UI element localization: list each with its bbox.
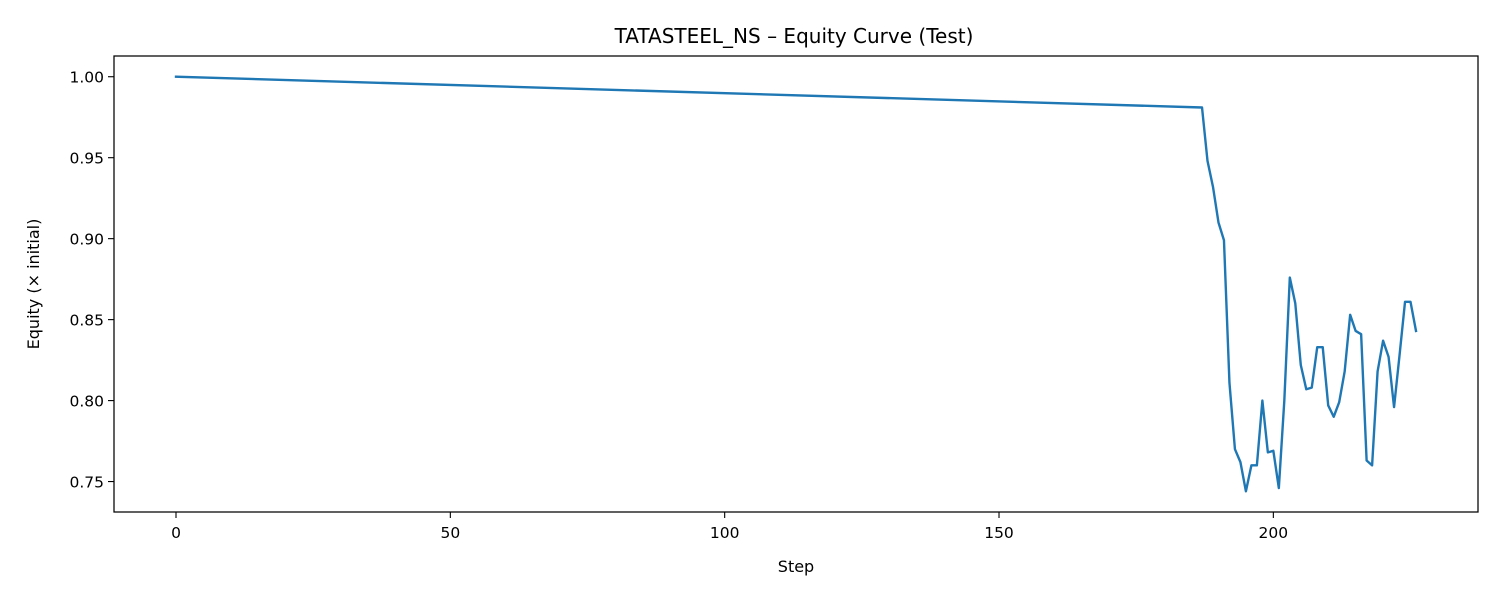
y-tick-label: 1.00 [69,69,104,87]
y-axis-label: Equity (× initial) [24,219,43,350]
plot-area [113,55,1479,513]
x-tick-label: 0 [171,524,181,542]
x-axis-label: Step [778,557,814,576]
equity-series-line [174,75,1418,493]
x-tick-label: 200 [1259,524,1289,542]
y-tick-label: 0.95 [69,150,104,168]
y-tick-label: 0.90 [69,231,104,249]
x-axis: 0 50 100 150 200 [171,512,1288,542]
y-tick-label: 0.85 [69,312,104,330]
series-layer [174,75,1418,493]
x-tick-label: 50 [440,524,460,542]
plot-frame [113,55,1479,513]
y-tick-label: 0.75 [69,474,104,492]
x-tick-label: 150 [984,524,1014,542]
y-tick-label: 0.80 [69,393,104,411]
chart-title: TATASTEEL_NS – Equity Curve (Test) [614,24,974,48]
x-tick-label: 100 [710,524,740,542]
y-axis: 0.75 0.80 0.85 0.90 0.95 1.00 [69,69,114,492]
